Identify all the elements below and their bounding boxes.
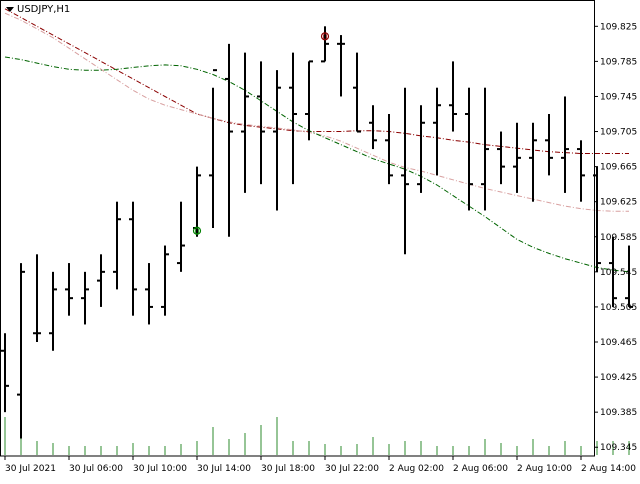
symbol-label: USDJPY,H1	[17, 4, 71, 15]
y-axis-label: 109.545	[600, 268, 637, 278]
y-axis-label: 109.425	[600, 373, 637, 383]
x-axis-label: 2 Aug 10:00	[517, 464, 572, 474]
x-axis-label: 30 Jul 2021	[5, 464, 56, 474]
x-axis-label: 30 Jul 14:00	[197, 464, 251, 474]
signal-marker-icon	[192, 226, 202, 235]
moving-average-line	[4, 8, 629, 154]
y-axis-label: 109.505	[600, 303, 637, 313]
signal-label: 0	[194, 227, 199, 236]
y-axis-label: 109.345	[600, 443, 637, 453]
x-axis-label: 30 Jul 06:00	[69, 464, 123, 474]
signal-label: 0	[322, 32, 327, 41]
y-axis-label: 109.705	[600, 128, 637, 138]
moving-average-line	[4, 12, 629, 212]
x-axis-label: 2 Aug 02:00	[389, 464, 444, 474]
y-axis-label: 109.825	[600, 22, 637, 32]
x-axis-label: 2 Aug 14:00	[581, 464, 636, 474]
dropdown-triangle-icon[interactable]	[6, 7, 14, 12]
y-axis-label: 109.585	[600, 233, 637, 243]
x-axis-label: 30 Jul 18:00	[261, 464, 315, 474]
signal-marker-icon	[320, 32, 330, 41]
y-axis-label: 109.385	[600, 408, 637, 418]
x-axis-label: 30 Jul 10:00	[133, 464, 187, 474]
y-axis-label: 109.465	[600, 338, 637, 348]
plot-frame	[0, 0, 595, 457]
symbol-title[interactable]: USDJPY,H1	[6, 4, 70, 15]
y-axis-label: 109.625	[600, 198, 637, 208]
y-axis-label: 109.785	[600, 57, 637, 67]
moving-average-line	[4, 56, 630, 273]
x-axis-label: 30 Jul 22:00	[325, 464, 379, 474]
y-axis-label: 109.665	[600, 163, 637, 173]
y-axis-label: 109.745	[600, 92, 637, 102]
x-axis-label: 2 Aug 06:00	[453, 464, 508, 474]
